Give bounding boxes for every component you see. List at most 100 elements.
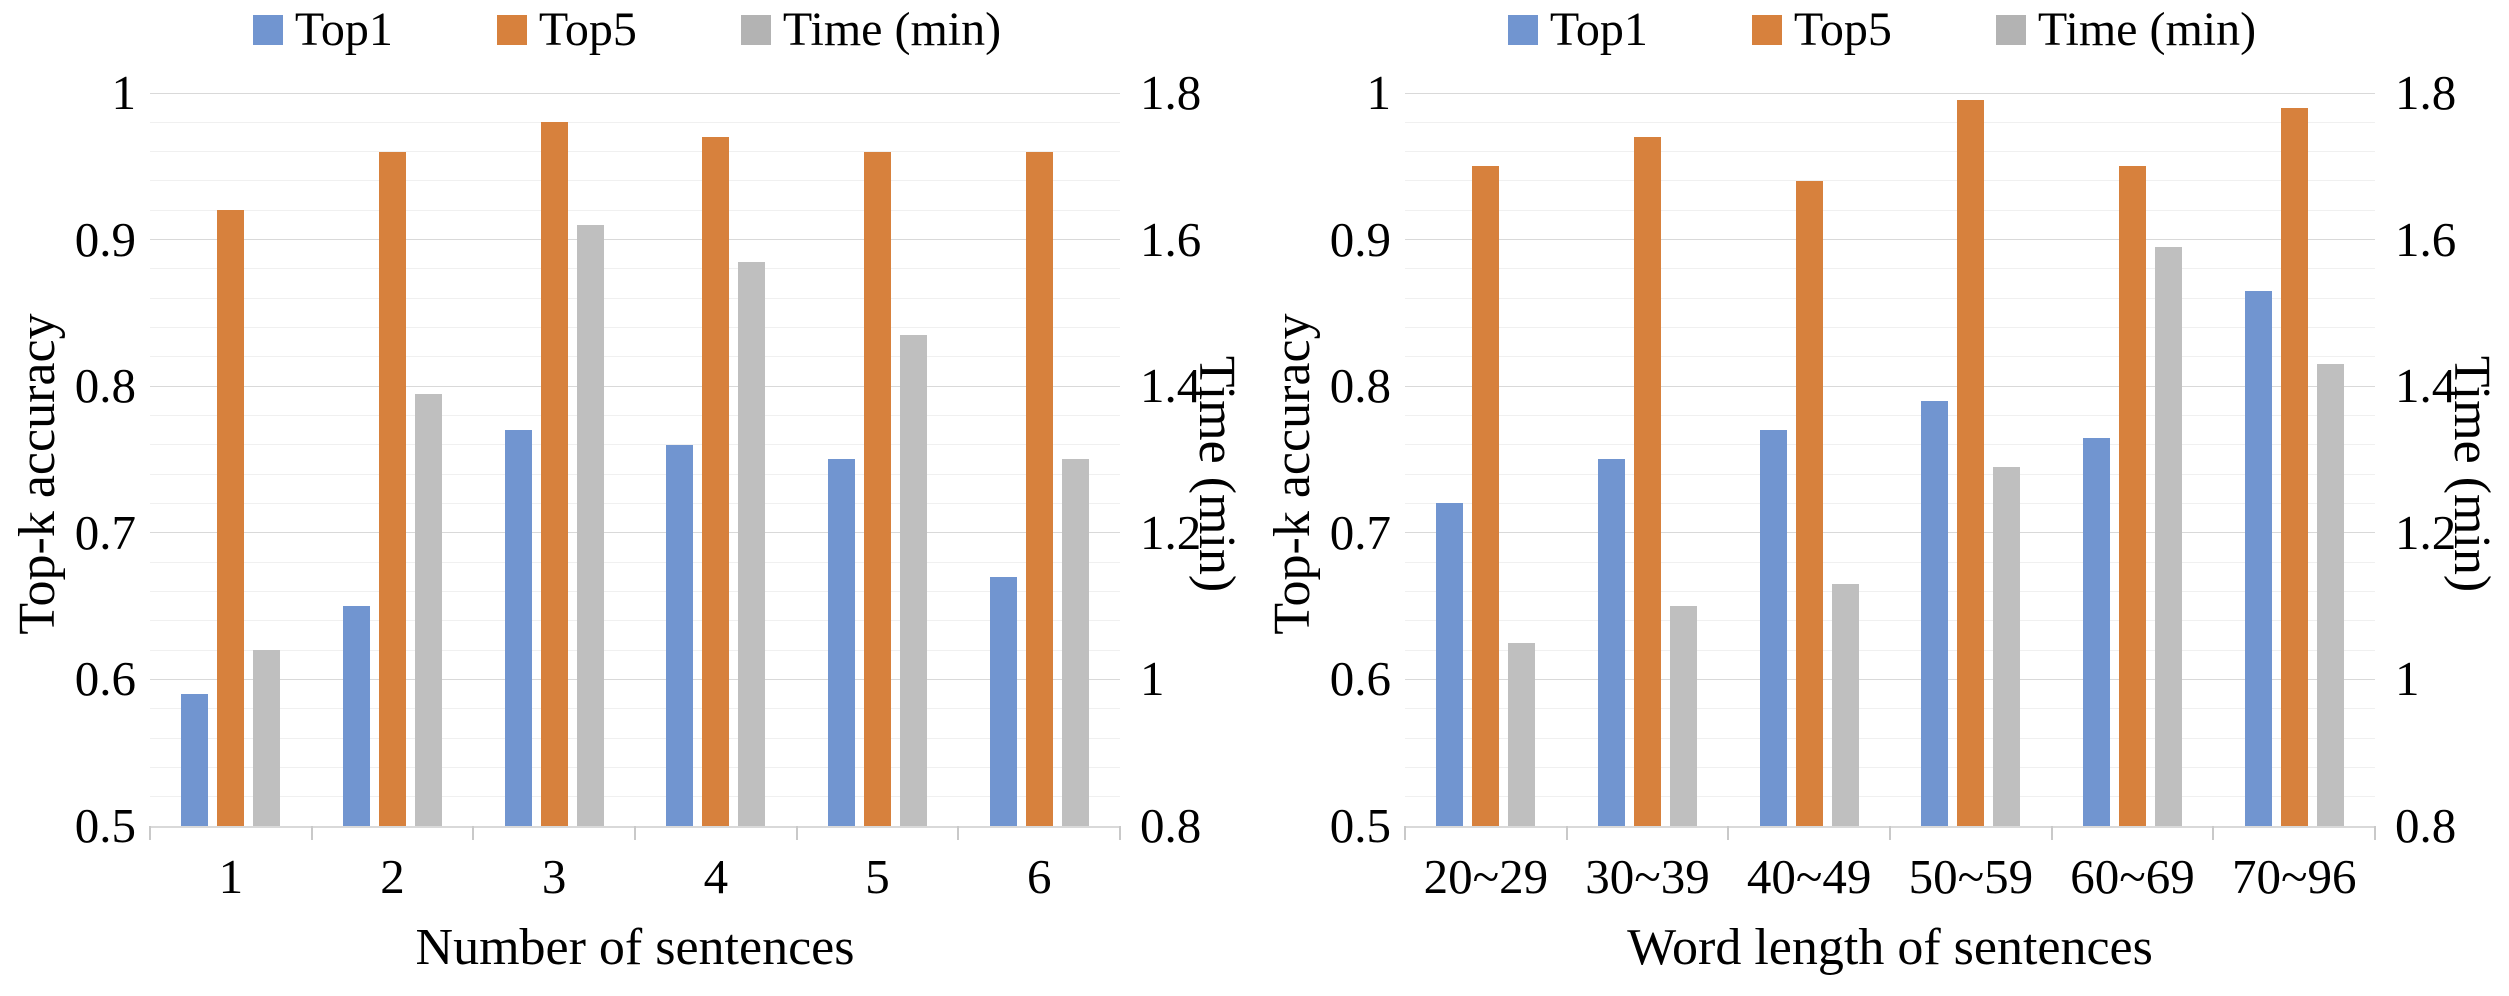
x-axis-category-labels: 20~29 30~39 40~49 50~59 60~69 70~96 [1405, 852, 2375, 901]
minor-gridline [150, 796, 1120, 798]
bar-time-min-30~39 [1670, 606, 1697, 826]
bar-time-min-2 [415, 394, 442, 826]
bar-group-20~29 [1405, 93, 1567, 826]
right-axis-tick-label: 0.8 [2395, 798, 2457, 853]
right-axis-tick-label: 1.2 [2395, 504, 2457, 560]
minor-gridline [1405, 590, 2375, 592]
x-axis-boundary-tick [472, 826, 475, 840]
minor-gridline [150, 649, 1120, 651]
legend-item-time: Time (min) [1995, 6, 2256, 54]
bar-group-60~69 [2052, 93, 2214, 826]
legend: Top1 Top5 Time (min) [0, 6, 1254, 54]
x-axis-boundary-tick [634, 826, 636, 840]
minor-gridline [150, 561, 1120, 563]
major-gridline [150, 385, 1120, 387]
bar-top5-50~59 [1957, 100, 1985, 826]
x-axis-boundary-tick [795, 826, 798, 840]
x-axis-ticks [1404, 826, 2376, 842]
x-axis-boundary-tick [1727, 826, 1730, 840]
minor-gridline [1405, 620, 2375, 622]
top5-swatch-icon [1751, 15, 1782, 45]
bar-group-1 [150, 93, 312, 826]
legend-label: Top1 [1549, 3, 1648, 56]
minor-gridline [150, 620, 1120, 622]
bar-time-min-5 [900, 335, 928, 826]
major-gridline [1405, 532, 2375, 534]
bar-groups [1405, 93, 2375, 826]
x-axis-boundary-tick [2212, 826, 2215, 840]
category-label-1: 1 [218, 849, 244, 904]
minor-gridline [1405, 297, 2375, 299]
minor-gridline [1405, 561, 2375, 563]
minor-gridline [150, 766, 1120, 768]
bar-time-min-6 [1061, 459, 1089, 826]
legend-item-top1: Top1 [252, 3, 393, 56]
bar-time-min-40~49 [1831, 584, 1859, 826]
legend-item-top1: Top1 [1507, 3, 1648, 56]
minor-gridline [1405, 268, 2375, 270]
x-axis-boundary-tick [2050, 826, 2053, 840]
bar-top1-20~29 [1436, 503, 1464, 826]
bar-group-70~96 [2213, 93, 2375, 826]
legend-item-time: Time (min) [740, 6, 1001, 54]
bar-group-4 [635, 93, 797, 826]
bar-time-min-3 [576, 225, 604, 826]
bar-top5-4 [702, 137, 730, 826]
minor-gridline [1405, 444, 2375, 446]
left-axis-tick-label: 0.7 [1329, 504, 1391, 560]
bar-group-5 [797, 93, 959, 826]
left-axis-tick-label: 0.6 [1329, 651, 1391, 707]
bar-top1-30~39 [1598, 459, 1625, 826]
minor-gridline [150, 502, 1120, 504]
minor-gridline [1405, 356, 2375, 358]
left-axis-tick-label: 0.8 [1329, 358, 1391, 414]
time-swatch-icon [1995, 15, 2026, 45]
minor-gridline [1405, 737, 2375, 739]
minor-gridline [1405, 796, 2375, 798]
bar-groups [150, 93, 1120, 826]
time-swatch-icon [740, 15, 771, 45]
left-axis-tick-label: 0.8 [74, 358, 136, 414]
category-label-40~49: 40~49 [1746, 849, 1872, 904]
x-axis-title: Number of sentences [415, 919, 855, 976]
minor-gridline [1405, 415, 2375, 417]
right-axis-tick-label: 1.6 [1140, 211, 1202, 267]
major-gridline [150, 532, 1120, 534]
bar-top5-20~29 [1472, 166, 1500, 826]
bar-top5-3 [540, 122, 568, 826]
minor-gridline [150, 356, 1120, 358]
category-label-50~59: 50~59 [1908, 849, 2034, 904]
bar-time-min-4 [738, 262, 766, 826]
bar-group-6 [958, 93, 1120, 826]
chart-panel-sentences: Top1 Top5 Time (min) Top-k accuracy Time… [0, 0, 1254, 996]
right-axis-tick-label: 0.8 [1140, 798, 1202, 853]
minor-gridline [150, 737, 1120, 739]
minor-gridline [150, 297, 1120, 299]
x-axis-category-labels: 1 2 3 4 5 6 [150, 852, 1120, 901]
legend-label: Top1 [294, 3, 393, 56]
bar-top1-4 [666, 445, 694, 826]
minor-gridline [1405, 502, 2375, 504]
right-axis-tick-label: 1.4 [2395, 358, 2457, 414]
minor-gridline [1405, 180, 2375, 182]
x-axis-title: Word length of sentences [1627, 919, 2153, 976]
legend-item-top5: Top5 [496, 3, 637, 56]
bar-group-2 [312, 93, 474, 826]
category-label-6: 6 [1026, 849, 1052, 904]
legend-label: Top5 [538, 3, 637, 56]
left-axis-tick-label: 1 [111, 65, 137, 120]
bar-top1-60~69 [2083, 438, 2111, 826]
bar-time-min-20~29 [1508, 643, 1536, 826]
bar-top5-1 [217, 210, 245, 826]
minor-gridline [150, 151, 1120, 153]
left-y-axis-title: Top-k accuracy [9, 313, 66, 635]
major-gridline [150, 92, 1120, 94]
plot-area [1405, 92, 2375, 828]
bar-group-50~59 [1890, 93, 2052, 826]
bar-top1-3 [504, 430, 532, 826]
right-y-axis-title: Time (min) [2443, 355, 2500, 593]
right-axis-tick-label: 1 [2395, 651, 2420, 707]
bar-top5-30~39 [1634, 137, 1661, 826]
bar-top5-70~96 [2280, 108, 2308, 826]
x-axis-boundary-tick [310, 826, 313, 840]
